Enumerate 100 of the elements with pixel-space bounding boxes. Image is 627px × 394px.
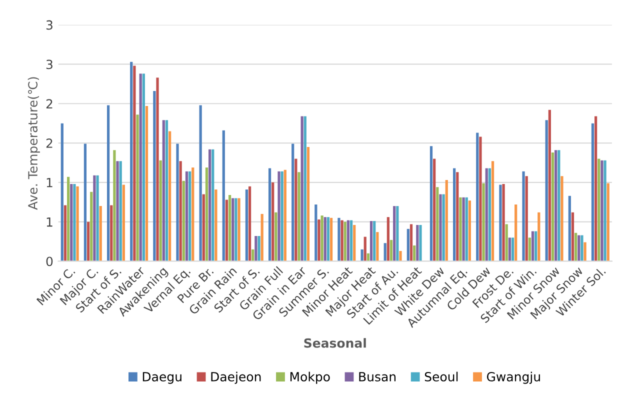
bar [192,167,194,262]
bar [248,186,252,262]
y-tick-label: 1 [46,217,52,227]
bar [410,224,413,262]
y-tick-label: 1 [46,178,52,188]
bar [370,221,373,262]
bar [314,204,318,262]
bar [505,224,508,262]
legend-label: Gwangju [486,372,540,384]
bar [580,235,584,262]
bar [364,236,366,262]
bar [278,171,280,262]
bar [182,180,185,262]
bar [139,74,142,262]
bar [338,218,340,262]
bar [254,236,258,262]
bar [232,198,234,262]
legend-label: Mokpo [290,372,330,384]
bar [326,217,330,262]
bar [274,212,278,262]
bar [330,218,333,262]
bar [560,176,564,262]
bar [462,197,465,262]
bar [96,175,99,262]
bar [360,249,364,262]
bar [67,176,70,262]
bar [439,194,442,262]
bar [604,160,606,262]
bar [430,146,433,262]
bar [168,131,172,262]
bar [393,206,396,262]
legend-label: Seoul [424,372,458,382]
bar [353,224,356,262]
y-axis-title: Ave. Temperature(℃) [28,77,40,210]
bar [222,130,225,262]
bar [528,238,531,262]
legend-label: Daejeon [211,372,261,384]
bar [419,224,422,262]
bar [145,106,148,262]
bar [390,240,393,262]
bar [584,242,586,262]
bar [306,146,310,262]
bar [531,231,534,262]
bar [399,250,402,262]
bar [340,220,344,262]
bar [73,184,76,262]
bar [300,116,304,262]
bar [142,74,145,262]
bar [386,217,390,262]
bar [482,183,485,262]
bar [318,219,320,262]
bar [491,161,494,262]
bar [373,221,376,262]
bar [162,120,165,262]
bar [205,167,208,262]
bar [268,168,272,262]
bar [416,224,419,262]
bar [70,184,73,262]
bar [396,206,399,262]
bar [479,136,482,262]
bar [384,243,386,262]
bar [113,150,116,262]
legend-label: Daegu [142,372,182,384]
bar [436,187,439,262]
bar [459,197,462,262]
bar [179,161,182,262]
bar [272,182,274,262]
bar [344,222,346,262]
bar [60,123,64,262]
bar [133,66,136,262]
bar [225,200,228,262]
bar [153,91,156,262]
bar [558,150,560,262]
bar [294,158,298,262]
bar [499,184,502,262]
bar [350,220,353,262]
bar [234,198,238,262]
bar [456,172,459,262]
y-tick-label: 0 [46,256,53,266]
bar [320,216,324,262]
bar [514,204,518,262]
bar [488,168,491,262]
bar [346,220,350,262]
y-tick-label: 2 [46,138,52,148]
bar [86,222,90,262]
bar [578,235,580,262]
bar [90,192,93,262]
bar [522,171,525,262]
bar [433,158,436,262]
bar [606,183,610,262]
bar [188,171,192,262]
bar [130,62,133,262]
bar [594,116,598,262]
bar [119,161,122,262]
bar [571,212,574,262]
bar [485,168,488,262]
bar [110,205,113,262]
bar [202,194,205,262]
bar [324,217,326,262]
x-axis-title: Seasonal [304,338,366,348]
